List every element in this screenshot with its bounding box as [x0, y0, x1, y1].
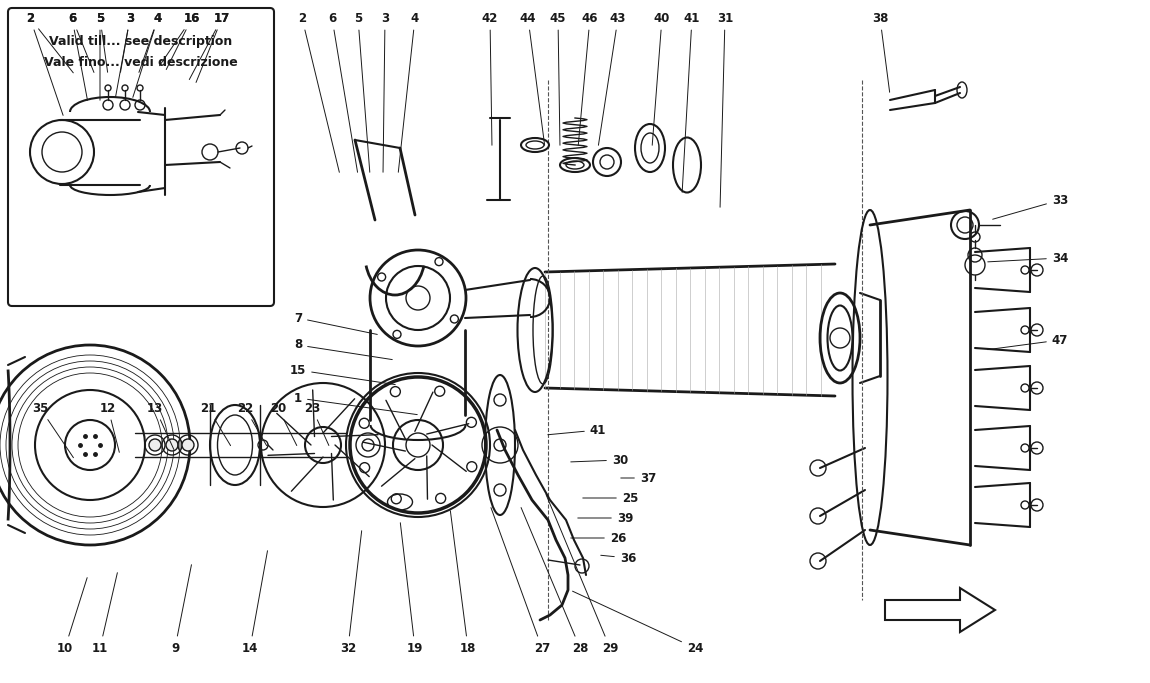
Text: 4: 4: [398, 12, 419, 172]
Text: 4: 4: [133, 12, 162, 98]
Text: 35: 35: [32, 402, 74, 458]
Text: 3: 3: [121, 12, 135, 72]
Text: 40: 40: [652, 12, 670, 145]
Text: 16: 16: [167, 12, 200, 70]
Text: 37: 37: [621, 471, 657, 484]
Text: 11: 11: [92, 573, 117, 654]
Text: 29: 29: [546, 494, 619, 654]
Text: 21: 21: [200, 402, 230, 445]
Text: 2: 2: [298, 12, 339, 172]
Text: 18: 18: [451, 511, 476, 654]
FancyBboxPatch shape: [8, 8, 274, 306]
Text: 28: 28: [521, 507, 588, 654]
Text: 26: 26: [570, 531, 627, 544]
Polygon shape: [886, 588, 995, 632]
Text: 5: 5: [95, 12, 105, 100]
Text: 44: 44: [520, 12, 545, 145]
Text: 24: 24: [573, 591, 703, 654]
Text: 36: 36: [600, 551, 636, 565]
Text: 2: 2: [26, 12, 74, 73]
Text: 16: 16: [160, 12, 200, 66]
Text: 32: 32: [340, 531, 362, 654]
Text: 41: 41: [547, 423, 606, 436]
Text: 13: 13: [147, 402, 174, 449]
Text: 47: 47: [988, 333, 1068, 350]
Text: 31: 31: [716, 12, 734, 207]
Text: Valid till... see description: Valid till... see description: [49, 36, 232, 48]
Text: 3: 3: [115, 12, 135, 97]
Text: 20: 20: [270, 402, 297, 445]
Text: 2: 2: [26, 12, 63, 115]
Text: 25: 25: [583, 492, 638, 505]
Text: 5: 5: [354, 12, 370, 172]
Text: 14: 14: [242, 550, 268, 654]
Text: 6: 6: [328, 12, 358, 172]
Circle shape: [150, 439, 161, 451]
Text: 3: 3: [381, 12, 389, 172]
Text: 9: 9: [171, 565, 191, 654]
Text: 22: 22: [237, 402, 267, 445]
Text: 8: 8: [294, 339, 392, 359]
Text: 5: 5: [95, 12, 108, 72]
Text: 46: 46: [578, 12, 598, 145]
Text: 27: 27: [491, 507, 550, 654]
Text: 41: 41: [682, 12, 700, 192]
Circle shape: [166, 439, 178, 451]
Text: 23: 23: [304, 402, 329, 445]
Text: 17: 17: [196, 12, 230, 83]
Text: 6: 6: [68, 12, 87, 100]
Text: 42: 42: [482, 12, 498, 145]
Text: 19: 19: [400, 522, 423, 654]
Circle shape: [182, 439, 194, 451]
Text: 43: 43: [598, 12, 627, 145]
Text: 4: 4: [139, 12, 162, 72]
Text: 17: 17: [190, 12, 230, 79]
Text: 34: 34: [988, 251, 1068, 264]
Text: 33: 33: [992, 193, 1068, 219]
Text: 6: 6: [68, 12, 94, 72]
Text: 15: 15: [290, 363, 396, 385]
Text: 38: 38: [872, 12, 890, 92]
Text: 12: 12: [100, 402, 120, 452]
Text: 10: 10: [56, 578, 87, 654]
Text: 30: 30: [570, 454, 628, 466]
Text: Vale fino... vedi descrizione: Vale fino... vedi descrizione: [44, 55, 238, 68]
Text: 45: 45: [550, 12, 566, 145]
Text: 39: 39: [577, 512, 634, 525]
Text: 1: 1: [294, 391, 417, 415]
Text: 7: 7: [294, 311, 377, 335]
